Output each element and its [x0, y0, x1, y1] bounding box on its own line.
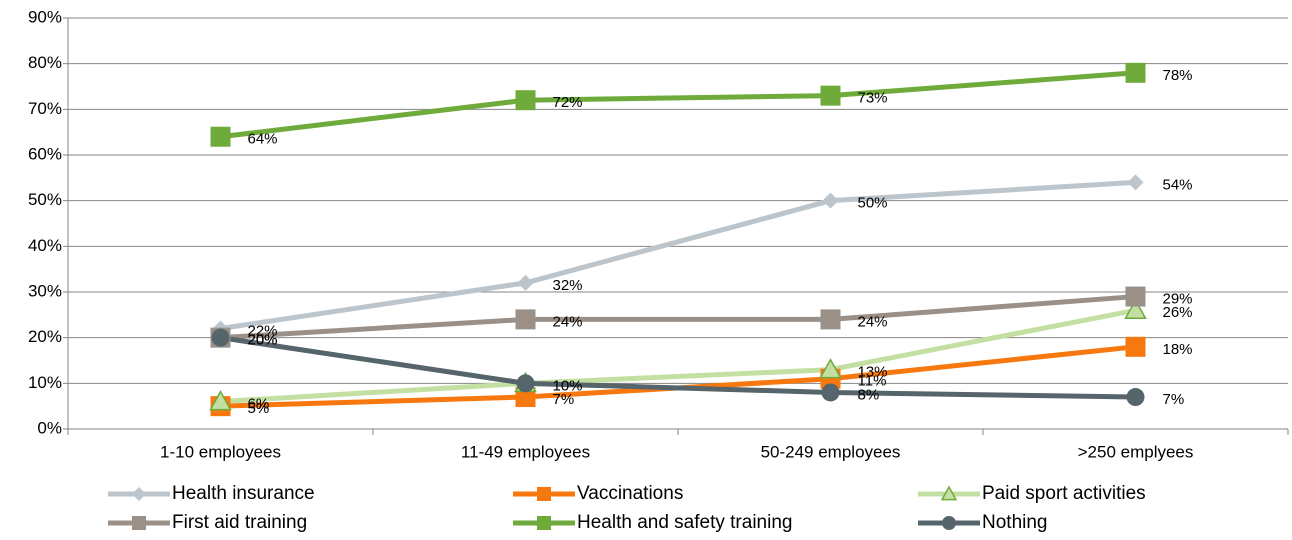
data-label: 7% [1163, 391, 1185, 408]
data-label: 10% [553, 377, 583, 394]
marker [132, 487, 146, 501]
y-tick-label: 70% [28, 99, 62, 118]
legend-label: Nothing [982, 512, 1048, 533]
data-label: 64% [248, 131, 278, 148]
marker [940, 485, 958, 501]
x-tick-label: 11-49 employees [461, 442, 590, 461]
legend-label: First aid training [172, 512, 307, 533]
data-label: 73% [858, 90, 888, 107]
y-tick-label: 30% [28, 281, 62, 300]
series-line [220, 294, 1136, 341]
data-label: 20% [248, 332, 278, 349]
series-line [220, 70, 1136, 140]
data-label: 13% [858, 364, 888, 381]
marker [820, 85, 841, 106]
data-label: 11% [858, 373, 887, 390]
y-tick-label: 50% [28, 190, 62, 209]
marker [822, 192, 839, 209]
marker [821, 383, 840, 402]
series-line [220, 335, 1136, 400]
y-tick-label: 0% [37, 418, 62, 437]
marker [132, 516, 146, 530]
data-label: 5% [248, 400, 270, 417]
series-line [220, 179, 1136, 332]
y-tick-label: 40% [28, 236, 62, 255]
marker [516, 374, 535, 393]
y-tick-label: 20% [28, 327, 62, 346]
data-label: 6% [248, 396, 270, 413]
data-label: 29% [1163, 291, 1193, 308]
marker [537, 516, 551, 530]
data-label: 18% [1163, 341, 1193, 358]
series-line [220, 307, 1136, 405]
y-tick-label: 60% [28, 144, 62, 163]
x-tick-label: 50-249 employees [761, 442, 901, 461]
data-label: 22% [248, 323, 278, 340]
data-label: 20% [248, 332, 278, 349]
data-label: 24% [553, 313, 583, 330]
data-label: 8% [858, 386, 880, 403]
marker [1125, 286, 1146, 307]
marker [537, 487, 551, 501]
y-tick-label: 10% [28, 373, 62, 392]
marker [209, 390, 232, 411]
x-tick-label: 1-10 employees [160, 442, 281, 461]
marker [1127, 174, 1144, 191]
marker [942, 516, 956, 530]
data-label: 72% [553, 94, 583, 111]
data-label: 7% [553, 391, 575, 408]
data-label: 50% [858, 195, 888, 212]
y-tick-label: 80% [28, 53, 62, 72]
data-label: 78% [1163, 67, 1193, 84]
data-label: 26% [1163, 304, 1193, 321]
legend-label: Health and safety training [577, 512, 792, 533]
marker [820, 309, 841, 330]
marker [1125, 62, 1146, 83]
y-tick-label: 90% [28, 7, 62, 26]
marker [211, 328, 230, 347]
legend-label: Paid sport activities [982, 483, 1146, 504]
data-label: 54% [1163, 176, 1193, 193]
marker [819, 358, 842, 379]
marker [210, 126, 231, 147]
legend-label: Vaccinations [577, 483, 683, 504]
legend-label: Health insurance [172, 483, 315, 504]
marker [517, 274, 534, 291]
data-label: 24% [858, 313, 888, 330]
marker [515, 309, 536, 330]
marker [1126, 388, 1145, 407]
data-label: 32% [553, 277, 583, 294]
marker [1125, 336, 1146, 357]
x-tick-label: >250 emplyees [1078, 442, 1194, 461]
marker [515, 90, 536, 111]
marker [1124, 298, 1147, 320]
